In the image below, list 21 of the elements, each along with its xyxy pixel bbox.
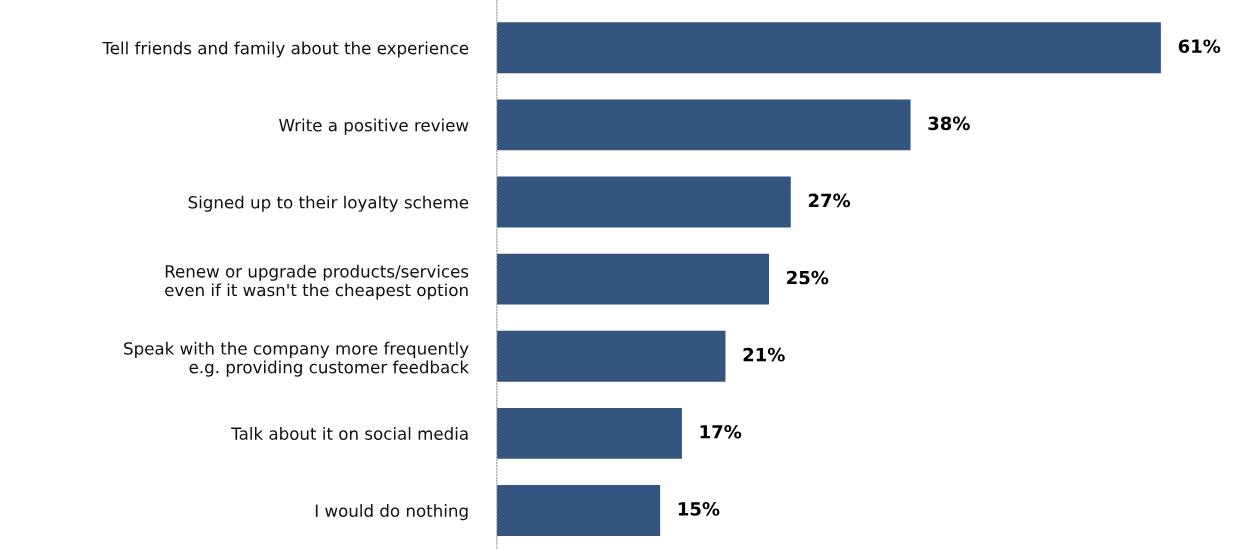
data-label: 25%: [787, 270, 829, 285]
bar: [496, 330, 726, 382]
y-tick-label: Signed up to their loyalty scheme: [188, 195, 469, 212]
y-tick-label: I would do nothing: [315, 504, 468, 521]
y-tick-label: Write a positive review: [279, 118, 469, 135]
y-tick-label: Tell friends and family about the experience: [102, 41, 469, 58]
bar: [496, 485, 661, 536]
bar: [496, 176, 791, 228]
data-label: 21%: [743, 347, 785, 362]
data-label: 15%: [678, 502, 720, 516]
data-label: 27%: [808, 193, 851, 208]
data-label: 61%: [1178, 39, 1221, 54]
y-tick-label: Talk about it on social media: [231, 427, 468, 440]
bar: [496, 22, 1161, 74]
y-tick-label: Speak with the company more frequently e.g. providing customer feedback: [124, 341, 470, 377]
y-tick-label: Renew or upgrade products/services even if it wasn't the cheapest option: [165, 264, 469, 300]
bar: [496, 407, 682, 459]
bar: [496, 253, 770, 305]
data-label: 17%: [700, 424, 742, 439]
data-label: 38%: [928, 116, 970, 131]
bar: [496, 99, 911, 151]
